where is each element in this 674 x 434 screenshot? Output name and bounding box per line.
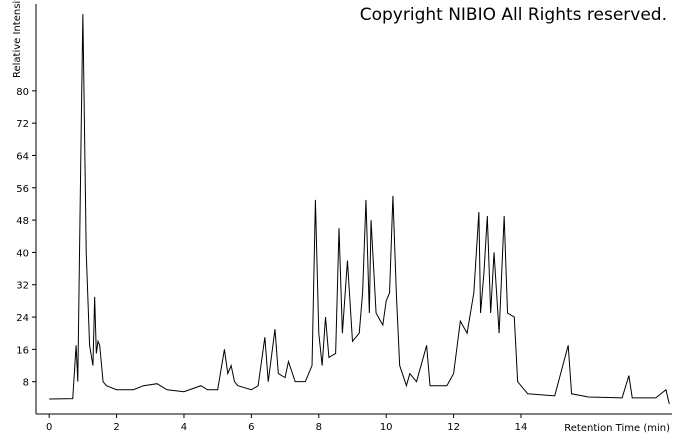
- y-tick-label: 48: [16, 216, 29, 227]
- x-tick-label: 4: [181, 422, 187, 433]
- x-tick-label: 6: [248, 422, 254, 433]
- y-tick-label: 8: [23, 378, 29, 389]
- y-tick-label: 64: [16, 151, 29, 162]
- x-tick-label: 2: [113, 422, 119, 433]
- y-tick-label: 16: [16, 345, 29, 356]
- x-tick-label: 0: [46, 422, 52, 433]
- y-tick-label: 32: [16, 281, 29, 292]
- y-tick-label: 56: [16, 184, 29, 195]
- y-axis-label: Relative Intensit: [12, 0, 23, 78]
- x-tick-label: 8: [316, 422, 322, 433]
- x-axis-label: Retention Time (min): [564, 423, 670, 434]
- y-tick-label: 24: [16, 313, 29, 324]
- annotation: Copyright NIBIO All Rights reserved.: [360, 5, 667, 25]
- y-tick-label: 40: [16, 248, 29, 259]
- x-tick-label: 10: [380, 422, 393, 433]
- trace-line: [49, 14, 670, 405]
- x-tick-label: 14: [515, 422, 528, 433]
- x-tick-label: 12: [447, 422, 460, 433]
- y-tick-label: 72: [16, 119, 29, 130]
- y-tick-label: 80: [16, 87, 29, 98]
